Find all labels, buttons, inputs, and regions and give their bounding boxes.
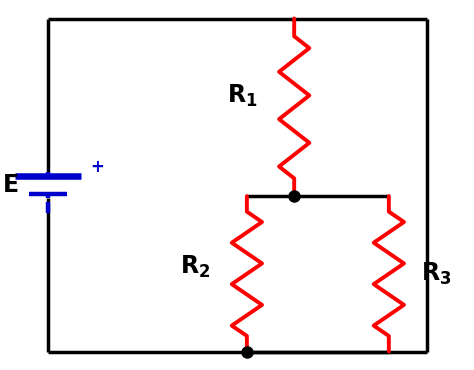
Text: $\mathbf{R_2}$: $\mathbf{R_2}$ <box>180 253 210 279</box>
Text: +: + <box>91 158 105 175</box>
Text: $\mathbf{E}$: $\mathbf{E}$ <box>2 173 18 197</box>
Text: $\mathbf{R_3}$: $\mathbf{R_3}$ <box>421 261 451 287</box>
Text: $\mathbf{R_1}$: $\mathbf{R_1}$ <box>227 83 257 109</box>
